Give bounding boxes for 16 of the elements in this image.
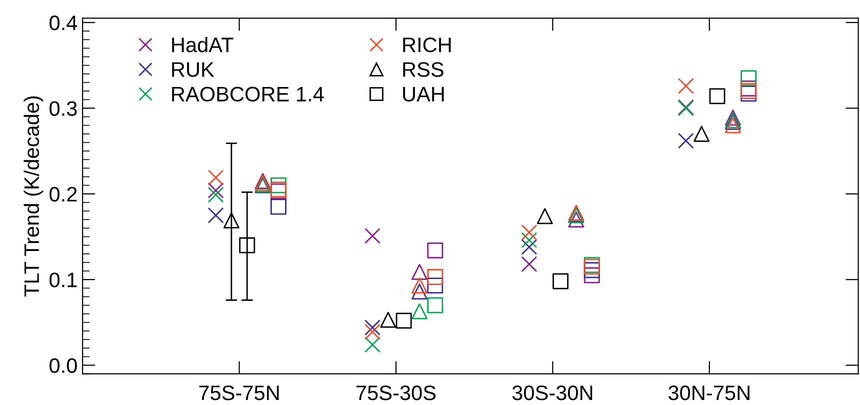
y-tick-label: 0.0	[50, 358, 77, 373]
legend-label: RICH	[403, 38, 451, 52]
y-tick-label: 0.1	[50, 272, 77, 288]
y-tick-label: 0.4	[50, 16, 78, 30]
x-tick-label: 75S-30S	[356, 385, 436, 400]
y-tick-label: 0.2	[50, 186, 77, 202]
legend-label: UAH	[403, 87, 444, 102]
legend-label: RAOBCORE 1.4	[172, 86, 324, 102]
x-tick-label: 30S-30N	[512, 385, 592, 400]
x-tick-label: 30N-75N	[668, 385, 750, 400]
legend-label: HadAT	[172, 36, 234, 52]
x-tick-label: 75S-75N	[199, 385, 279, 400]
y-tick-label: 0.3	[50, 101, 77, 116]
legend-label: RSS	[403, 62, 444, 77]
legend-label: RUK	[172, 62, 214, 77]
y-axis-title: TLT Trend (K/decade)	[24, 96, 44, 296]
